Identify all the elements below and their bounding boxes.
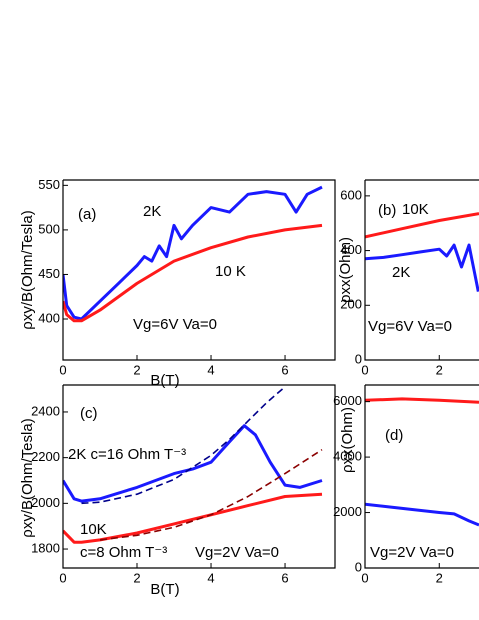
annotation: c=8 Ohm T⁻³ bbox=[80, 544, 167, 561]
axis-frame bbox=[364, 384, 479, 569]
annotation: Vg=6V Va=0 bbox=[368, 318, 452, 335]
y-tick-label: 550 bbox=[38, 177, 60, 192]
x-tick-label: 0 bbox=[59, 570, 66, 585]
y-tick-label: 2400 bbox=[31, 403, 60, 418]
x-tick-label: 0 bbox=[361, 570, 368, 585]
data-line bbox=[99, 449, 323, 541]
x-tick-label: 2 bbox=[436, 362, 443, 377]
y-axis-label: ρxy/B(Ohm/Tesla) bbox=[19, 210, 36, 329]
y-axis-label: ρxx(Ohm) bbox=[337, 237, 354, 303]
x-tick-label: 4 bbox=[207, 362, 214, 377]
annotation: Vg=6V Va=0 bbox=[133, 316, 217, 333]
data-line bbox=[365, 243, 479, 292]
annotation: 10K bbox=[80, 521, 107, 538]
data-line bbox=[365, 397, 479, 404]
axis-frame bbox=[62, 384, 336, 569]
y-tick-label: 4000 bbox=[333, 449, 362, 464]
annotation: 10K bbox=[402, 201, 429, 218]
annotation: 2K bbox=[392, 264, 410, 281]
panel-label: (a) bbox=[78, 206, 96, 223]
data-line bbox=[63, 424, 323, 503]
annotation: 10 K bbox=[215, 263, 246, 280]
y-tick-label: 2000 bbox=[333, 504, 362, 519]
panel-label: (c) bbox=[80, 405, 98, 422]
y-tick-label: 2200 bbox=[31, 449, 60, 464]
data-line bbox=[63, 492, 323, 544]
y-tick-label: 0 bbox=[355, 351, 362, 366]
y-tick-label: 6000 bbox=[333, 393, 362, 408]
y-tick-label: 500 bbox=[38, 221, 60, 236]
y-tick-label: 1800 bbox=[31, 540, 60, 555]
data-line bbox=[63, 223, 323, 323]
x-tick-label: 2 bbox=[436, 570, 443, 585]
x-axis-label: B(T) bbox=[150, 581, 179, 598]
y-tick-label: 400 bbox=[340, 242, 362, 257]
panel-label: (d) bbox=[385, 427, 403, 444]
annotation: Vg=2V Va=0 bbox=[195, 544, 279, 561]
y-axis-label: ρxx(Ohm) bbox=[339, 407, 356, 473]
annotation: Vg=2V Va=0 bbox=[370, 544, 454, 561]
y-tick-label: 200 bbox=[340, 297, 362, 312]
y-axis-label: ρxy/B(Ohm/Tesla) bbox=[19, 418, 36, 537]
y-tick-label: 0 bbox=[355, 559, 362, 574]
x-tick-label: 0 bbox=[361, 362, 368, 377]
x-axis-label: B(T) bbox=[150, 372, 179, 389]
data-line bbox=[365, 502, 479, 527]
y-tick-label: 2000 bbox=[31, 495, 60, 510]
y-tick-label: 400 bbox=[38, 310, 60, 325]
data-line bbox=[63, 185, 323, 321]
axis-frame bbox=[62, 179, 336, 361]
x-tick-label: 2 bbox=[133, 362, 140, 377]
x-tick-label: 6 bbox=[281, 362, 288, 377]
x-tick-label: 0 bbox=[59, 362, 66, 377]
annotation: 2K c=16 Ohm T⁻³ bbox=[68, 446, 186, 463]
data-line bbox=[365, 212, 479, 239]
y-tick-label: 450 bbox=[38, 266, 60, 281]
y-tick-label: 600 bbox=[340, 187, 362, 202]
annotation: 2K bbox=[143, 203, 161, 220]
x-tick-label: 4 bbox=[207, 570, 214, 585]
x-tick-label: 2 bbox=[133, 570, 140, 585]
panel-label: (b) bbox=[378, 202, 396, 219]
panel: 0 2 0 200 400 600 ρxx(Ohm) (b) 10K 2K Vg=6V Va=0 bbox=[337, 179, 479, 377]
x-tick-label: 6 bbox=[281, 570, 288, 585]
panel: 0 2 4 6 400 450 500 550 ρxy/B(Ohm/Tesla) B(T) (a) 2… bbox=[19, 177, 336, 389]
